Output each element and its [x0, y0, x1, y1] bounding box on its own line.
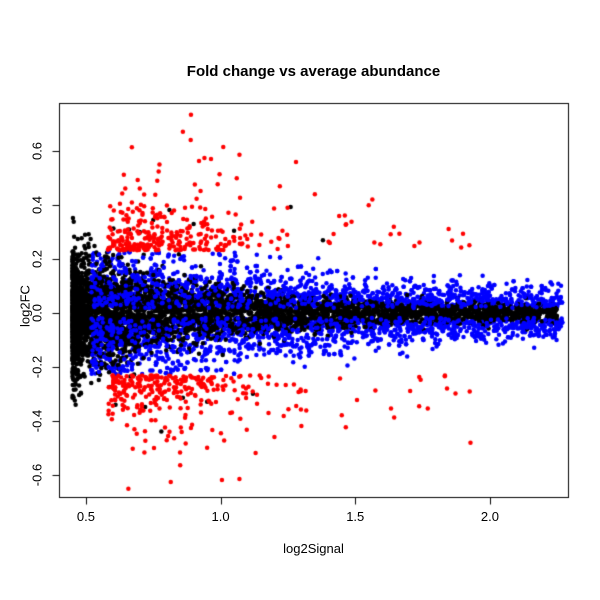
chart-title: Fold change vs average abundance: [186, 63, 441, 80]
y-tick-label: 0.2: [29, 249, 45, 269]
y-tick-label: 0.4: [29, 196, 45, 215]
x-tick-label: 1.5: [346, 509, 365, 524]
y-tick-label: -0.2: [29, 355, 45, 379]
y-tick-label: -0.4: [29, 409, 45, 432]
x-tick-label: 1.0: [211, 509, 230, 524]
y-tick-label: 0.6: [29, 142, 45, 161]
x-tick-label: 2.0: [480, 509, 499, 524]
y-tick-label: 0.0: [29, 303, 45, 322]
x-tick-label: 0.5: [76, 509, 95, 524]
y-tick-label: -0.6: [29, 463, 45, 486]
x-axis-label: log2Signal: [283, 541, 344, 556]
